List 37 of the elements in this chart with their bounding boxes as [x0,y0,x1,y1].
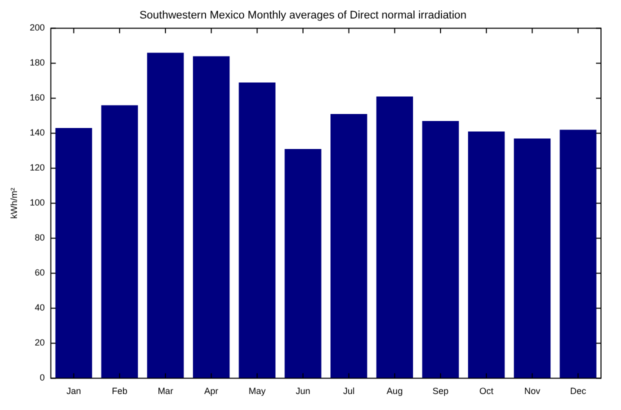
bar [514,138,551,378]
y-tick-label: 100 [30,198,45,208]
x-tick-label: Aug [386,386,403,396]
bar [101,105,138,378]
x-tick-label: Jan [66,386,81,396]
y-tick-label: 200 [30,22,45,33]
y-tick-label: 120 [30,162,45,173]
y-tick-label: 160 [30,92,45,103]
bar [422,120,459,378]
bar [468,131,505,378]
bar [330,114,368,378]
y-tick-label: 60 [34,268,45,278]
x-tick-label: Oct [479,386,494,396]
bar [147,52,184,378]
bar [55,128,92,378]
y-tick-label: 0 [40,372,45,383]
bar [284,148,322,378]
y-tick-label: 80 [34,232,45,243]
y-axis-title: kWh/m² [8,188,19,219]
x-tick-label: Jul [343,386,355,396]
x-tick-label: Feb [112,386,128,396]
bar [192,56,230,378]
x-tick-label: Dec [570,386,587,396]
x-tick-label: Mar [158,386,174,396]
bar [560,130,596,378]
x-tick-label: Sep [432,386,449,396]
x-tick-label: May [248,386,266,396]
bar [238,82,276,378]
y-tick-label: 180 [30,58,45,68]
chart-title: Southwestern Mexico Monthly averages of Direct normal irradiation [139,10,467,22]
y-tick-label: 40 [34,302,45,313]
y-tick-label: 140 [30,128,45,138]
bar [376,96,414,378]
x-tick-label: Jun [296,386,310,396]
x-tick-label: Apr [204,386,218,396]
y-tick-label: 20 [34,338,45,348]
x-tick-label: Nov [524,386,541,396]
